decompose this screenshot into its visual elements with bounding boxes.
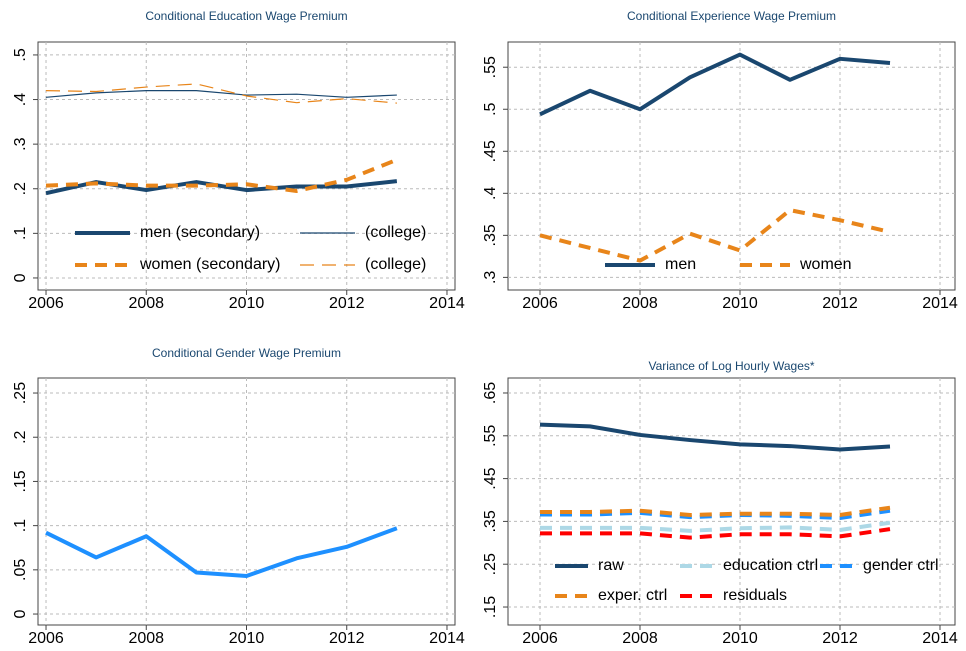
y-tick-label: .2 xyxy=(12,182,29,195)
y-tick-label: .25 xyxy=(12,382,29,404)
y-tick-label: .5 xyxy=(482,102,499,115)
legend-label: men xyxy=(665,256,696,273)
legend-label: women xyxy=(799,256,852,273)
y-tick-label: .55 xyxy=(482,56,499,78)
x-tick-label: 2012 xyxy=(822,630,858,647)
x-tick-label: 2012 xyxy=(822,295,858,312)
data-line xyxy=(45,526,398,579)
y-tick-label: .35 xyxy=(482,510,499,532)
x-tick-label: 2006 xyxy=(522,630,558,647)
y-tick-label: .45 xyxy=(482,467,499,489)
y-tick-label: .15 xyxy=(12,470,29,492)
y-tick-label: .65 xyxy=(482,382,499,404)
chart-title: Variance of Log Hourly Wages* xyxy=(648,359,814,373)
x-tick-label: 2012 xyxy=(329,630,365,647)
plot-frame xyxy=(507,41,956,291)
data-line xyxy=(539,422,891,452)
y-tick-label: .1 xyxy=(12,227,29,240)
x-tick-label: 2008 xyxy=(128,295,164,312)
y-tick-label: .3 xyxy=(482,271,499,284)
legend-label: men (secondary) xyxy=(140,224,260,241)
legend-label: residuals xyxy=(723,587,787,604)
x-tick-label: 2010 xyxy=(722,630,758,647)
x-tick-label: 2010 xyxy=(722,295,758,312)
x-tick-label: 2008 xyxy=(622,295,658,312)
y-tick-label: .25 xyxy=(482,553,499,575)
x-tick-label: 2012 xyxy=(329,295,365,312)
data-line xyxy=(45,90,397,98)
x-tick-label: 2008 xyxy=(128,630,164,647)
y-tick-label: .35 xyxy=(482,224,499,246)
data-line xyxy=(540,508,891,520)
x-tick-label: 2006 xyxy=(28,630,64,647)
y-tick-label: .1 xyxy=(12,519,29,532)
x-tick-label: 2008 xyxy=(622,630,658,647)
y-tick-label: .45 xyxy=(482,140,499,162)
legend-label: (college) xyxy=(365,256,426,273)
x-tick-label: 2006 xyxy=(28,295,64,312)
y-tick-label: .15 xyxy=(482,596,499,618)
x-tick-label: 2010 xyxy=(229,630,265,647)
y-tick-label: .3 xyxy=(12,137,29,150)
x-tick-label: 2014 xyxy=(922,295,958,312)
chart-title: Conditional Experience Wage Premium xyxy=(627,9,836,23)
y-tick-label: .4 xyxy=(12,93,29,106)
y-tick-label: .4 xyxy=(482,187,499,200)
data-line xyxy=(540,520,891,533)
x-tick-label: 2014 xyxy=(429,630,465,647)
data-line xyxy=(540,505,891,517)
x-tick-label: 2010 xyxy=(229,295,265,312)
y-tick-label: .5 xyxy=(12,48,29,61)
chart-title: Conditional Gender Wage Premium xyxy=(152,346,341,360)
y-tick-label: .05 xyxy=(12,559,29,581)
x-tick-label: 2014 xyxy=(922,630,958,647)
y-tick-label: .2 xyxy=(12,430,29,443)
data-line xyxy=(46,83,397,104)
y-tick-label: .55 xyxy=(482,425,499,447)
data-line xyxy=(45,179,398,196)
legend-label: (college) xyxy=(365,224,426,241)
plot-frame xyxy=(507,377,956,626)
y-tick-label: 0 xyxy=(12,609,29,618)
legend-label: raw xyxy=(598,557,624,574)
x-tick-label: 2014 xyxy=(429,295,465,312)
legend-label: women (secondary) xyxy=(139,256,281,273)
data-line xyxy=(539,208,891,263)
x-tick-label: 2006 xyxy=(522,295,558,312)
legend-label: education ctrl xyxy=(723,557,818,574)
legend-label: gender ctrl xyxy=(863,557,939,574)
legend-label: exper. ctrl xyxy=(598,587,667,604)
chart-title: Conditional Education Wage Premium xyxy=(145,9,347,23)
data-line xyxy=(539,52,891,117)
y-tick-label: 0 xyxy=(12,273,29,282)
